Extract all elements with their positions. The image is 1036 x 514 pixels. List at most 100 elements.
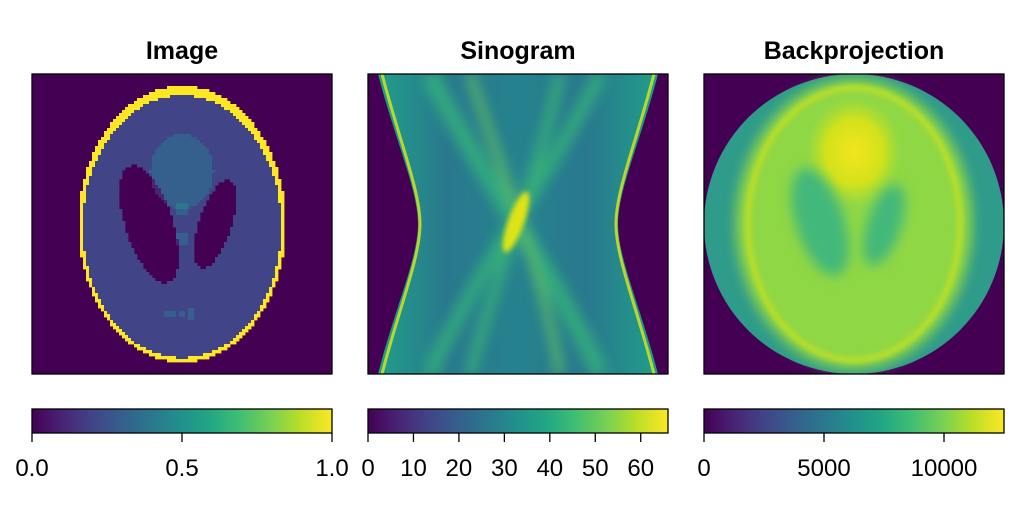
heatmap-cell: [176, 206, 189, 210]
heatmap-cell: [80, 230, 84, 234]
heatmap-cell: [134, 101, 150, 105]
heatmap-cell: [98, 143, 105, 147]
heatmap-cell: [86, 269, 90, 273]
heatmap-cell: [188, 356, 210, 360]
heatmap-cell: [83, 212, 123, 216]
heatmap-cell: [281, 242, 285, 246]
heatmap-cell: [95, 290, 270, 294]
heatmap-cell: [86, 170, 93, 174]
heatmap-cell: [173, 224, 198, 228]
heatmap-cell: [98, 140, 108, 144]
heatmap-cell: [176, 314, 180, 318]
heatmap-cell: [98, 158, 153, 162]
heatmap-cell: [179, 263, 198, 267]
heatmap-cell: [167, 86, 198, 90]
heatmap-cell: [188, 308, 195, 312]
heatmap-cell: [134, 341, 231, 345]
heatmap-cell: [161, 197, 165, 201]
heatmap-cell: [104, 305, 261, 309]
heatmap-cell: [80, 221, 84, 225]
backprojection-rim: [745, 85, 963, 363]
colorbar-tick-label: 5000: [797, 455, 850, 482]
heatmap-cell: [170, 209, 177, 213]
heatmap-cell: [98, 155, 153, 159]
heatmap-cell: [167, 359, 198, 363]
heatmap-cell: [95, 149, 102, 153]
heatmap-cell: [119, 113, 132, 117]
heatmap-cell: [176, 242, 180, 246]
heatmap-cell: [278, 251, 285, 255]
colorbar-tick-label: 0: [361, 455, 374, 482]
image-colorbar-gradient: [31, 408, 333, 434]
heatmap-cell: [212, 173, 273, 177]
heatmap-cell: [203, 197, 210, 201]
heatmap-cell: [107, 128, 117, 132]
heatmap-cell: [281, 212, 285, 216]
heatmap-cell: [212, 155, 267, 159]
heatmap-cell: [173, 215, 201, 219]
heatmap-cell: [86, 173, 93, 177]
heatmap-cell: [80, 203, 84, 207]
heatmap-cell: [86, 272, 90, 276]
heatmap-cell: [89, 182, 120, 186]
heatmap-cell: [179, 311, 186, 315]
heatmap-cell: [206, 194, 210, 198]
heatmap-cell: [176, 209, 189, 213]
heatmap-cell: [266, 155, 273, 159]
heatmap-cell: [179, 245, 195, 249]
heatmap-cell: [263, 299, 270, 303]
heatmap-cell: [188, 311, 195, 315]
heatmap-cell: [281, 239, 285, 243]
heatmap-cell: [194, 314, 255, 318]
sinogram-heatmap: [368, 74, 668, 374]
backprojection-right-lobe: [863, 184, 905, 266]
heatmap-cell: [149, 173, 153, 177]
heatmap-cell: [167, 137, 198, 141]
heatmap-cell: [116, 116, 129, 120]
backprojection-heatmap: [704, 74, 1004, 374]
heatmap-cell: [230, 233, 282, 237]
heatmap-cell: [260, 308, 264, 312]
heatmap-cell: [194, 95, 222, 99]
heatmap-cell: [152, 155, 213, 159]
heatmap-cell: [149, 353, 162, 357]
heatmap-cell: [179, 257, 195, 261]
heatmap-cell: [110, 317, 189, 321]
heatmap-cell: [110, 134, 174, 138]
backprojection-title: Backprojection: [764, 37, 945, 65]
heatmap-cell: [191, 134, 255, 138]
heatmap-cell: [80, 239, 84, 243]
heatmap-cell: [119, 326, 246, 330]
heatmap-cell: [281, 203, 285, 207]
heatmap-cell: [89, 164, 96, 168]
heatmap-cell: [236, 116, 249, 120]
heatmap-cell: [155, 89, 210, 93]
heatmap-cell: [266, 293, 273, 297]
heatmap-cell: [89, 176, 123, 180]
sinogram-colorbar-gradient: [367, 408, 669, 434]
heatmap-cell: [278, 257, 282, 261]
heatmap-cell: [89, 179, 120, 183]
sinogram-colorbar: 0 10 20 30 40 50 60: [361, 408, 669, 482]
heatmap-cell: [272, 278, 279, 282]
heatmap-cell: [281, 209, 285, 213]
heatmap-cell: [236, 197, 279, 201]
heatmap-cell: [191, 206, 204, 210]
heatmap-cell: [212, 167, 273, 171]
heatmap-cell: [212, 164, 270, 168]
backprojection-panel: Backprojection: [703, 37, 1005, 375]
heatmap-cell: [89, 161, 96, 165]
heatmap-cell: [113, 119, 126, 123]
heatmap-cell: [83, 227, 126, 231]
backprojection-colorbar: 0 5000 10000: [697, 408, 1005, 482]
heatmap-cell: [212, 182, 219, 186]
heatmap-cell: [281, 224, 285, 228]
heatmap-cell: [224, 107, 240, 111]
heatmap-cell: [83, 188, 87, 192]
heatmap-cell: [179, 239, 189, 243]
heatmap-cell: [209, 152, 264, 156]
heatmap-cell: [125, 119, 240, 123]
heatmap-cell: [101, 152, 156, 156]
heatmap-cell: [155, 191, 162, 195]
